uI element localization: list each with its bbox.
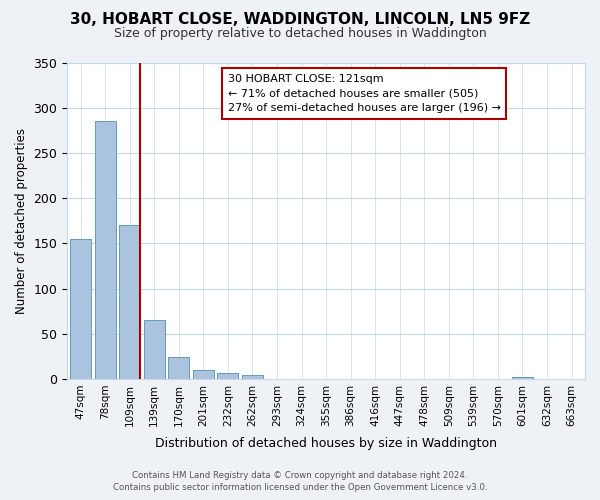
Bar <box>169 357 189 379</box>
Text: 30 HOBART CLOSE: 121sqm
← 71% of detached houses are smaller (505)
27% of semi-d: 30 HOBART CLOSE: 121sqm ← 71% of detache… <box>227 74 500 113</box>
Bar <box>70 239 91 379</box>
Text: Size of property relative to detached houses in Waddington: Size of property relative to detached ho… <box>113 28 487 40</box>
Bar <box>144 320 165 379</box>
Bar <box>217 372 238 379</box>
Bar <box>512 377 533 379</box>
Text: Contains HM Land Registry data © Crown copyright and database right 2024.
Contai: Contains HM Land Registry data © Crown c… <box>113 471 487 492</box>
X-axis label: Distribution of detached houses by size in Waddington: Distribution of detached houses by size … <box>155 437 497 450</box>
Text: 30, HOBART CLOSE, WADDINGTON, LINCOLN, LN5 9FZ: 30, HOBART CLOSE, WADDINGTON, LINCOLN, L… <box>70 12 530 28</box>
Bar <box>242 376 263 379</box>
Y-axis label: Number of detached properties: Number of detached properties <box>15 128 28 314</box>
Bar <box>119 225 140 379</box>
Bar <box>193 370 214 379</box>
Bar <box>95 122 116 379</box>
